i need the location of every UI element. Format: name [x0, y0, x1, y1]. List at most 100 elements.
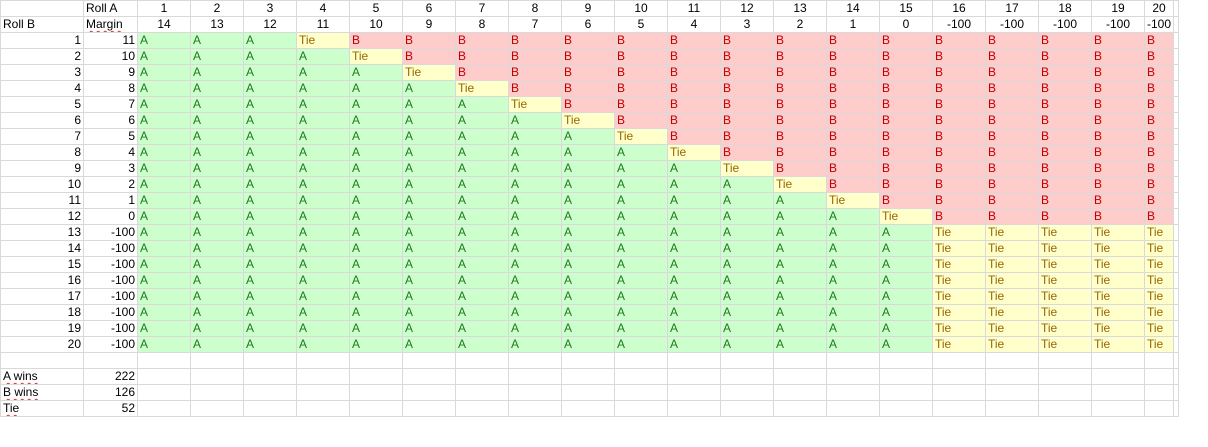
roll-b-value[interactable]: 10: [0, 176, 84, 193]
margin-a-header[interactable]: 8: [455, 16, 509, 33]
result-cell[interactable]: A: [826, 320, 880, 337]
roll-a-header[interactable]: 8: [508, 0, 562, 17]
empty-cell[interactable]: [402, 368, 456, 385]
result-cell[interactable]: B: [561, 64, 615, 81]
result-cell[interactable]: A: [243, 288, 297, 305]
result-cell[interactable]: B: [826, 32, 880, 49]
result-cell[interactable]: B: [1038, 80, 1092, 97]
result-cell[interactable]: Tie: [1038, 320, 1092, 337]
result-cell[interactable]: Tie: [667, 144, 721, 161]
result-cell[interactable]: A: [190, 304, 244, 321]
result-cell[interactable]: A: [349, 336, 403, 353]
result-cell[interactable]: A: [614, 192, 668, 209]
result-cell[interactable]: A: [190, 64, 244, 81]
result-cell[interactable]: B: [932, 32, 986, 49]
result-cell[interactable]: B: [667, 80, 721, 97]
result-cell[interactable]: B: [879, 144, 933, 161]
result-cell[interactable]: A: [455, 272, 509, 289]
result-cell[interactable]: B: [773, 96, 827, 113]
result-cell[interactable]: B: [667, 32, 721, 49]
empty-cell[interactable]: [720, 400, 774, 417]
empty-cell[interactable]: [402, 384, 456, 401]
result-cell[interactable]: A: [349, 192, 403, 209]
result-cell[interactable]: A: [614, 320, 668, 337]
result-cell[interactable]: A: [190, 320, 244, 337]
result-cell[interactable]: Tie: [455, 80, 509, 97]
result-cell[interactable]: A: [137, 96, 191, 113]
result-cell[interactable]: A: [296, 288, 350, 305]
result-cell[interactable]: A: [720, 288, 774, 305]
empty-cell[interactable]: [1173, 128, 1180, 145]
roll-b-value[interactable]: 16: [0, 272, 84, 289]
result-cell[interactable]: A: [190, 208, 244, 225]
empty-cell[interactable]: [667, 368, 721, 385]
roll-a-header[interactable]: 1: [137, 0, 191, 17]
result-cell[interactable]: B: [667, 96, 721, 113]
result-cell[interactable]: A: [137, 288, 191, 305]
empty-cell[interactable]: [1091, 368, 1145, 385]
roll-a-header[interactable]: 13: [773, 0, 827, 17]
empty-cell[interactable]: [1173, 368, 1180, 385]
result-cell[interactable]: B: [1143, 176, 1175, 193]
result-cell[interactable]: A: [826, 224, 880, 241]
result-cell[interactable]: B: [879, 192, 933, 209]
result-cell[interactable]: B: [1038, 128, 1092, 145]
result-cell[interactable]: B: [1143, 96, 1175, 113]
roll-a-header[interactable]: 5: [349, 0, 403, 17]
empty-cell[interactable]: [1173, 208, 1180, 225]
result-cell[interactable]: Tie: [1143, 272, 1175, 289]
result-cell[interactable]: A: [402, 160, 456, 177]
empty-cell[interactable]: [455, 368, 509, 385]
result-cell[interactable]: B: [932, 144, 986, 161]
empty-cell[interactable]: [1173, 176, 1180, 193]
result-cell[interactable]: A: [296, 144, 350, 161]
result-cell[interactable]: A: [508, 144, 562, 161]
result-cell[interactable]: A: [296, 240, 350, 257]
result-cell[interactable]: A: [402, 112, 456, 129]
empty-cell[interactable]: [1173, 16, 1180, 33]
result-cell[interactable]: A: [137, 80, 191, 97]
roll-b-label[interactable]: Roll B: [0, 16, 84, 33]
result-cell[interactable]: A: [296, 224, 350, 241]
result-cell[interactable]: Tie: [826, 192, 880, 209]
result-cell[interactable]: A: [243, 96, 297, 113]
result-cell[interactable]: A: [826, 288, 880, 305]
result-cell[interactable]: B: [879, 96, 933, 113]
result-cell[interactable]: Tie: [1143, 224, 1175, 241]
result-cell[interactable]: B: [879, 80, 933, 97]
result-cell[interactable]: A: [561, 272, 615, 289]
result-cell[interactable]: A: [137, 240, 191, 257]
empty-cell[interactable]: [1173, 64, 1180, 81]
result-cell[interactable]: A: [190, 48, 244, 65]
result-cell[interactable]: Tie: [1091, 240, 1145, 257]
empty-cell[interactable]: [667, 352, 721, 369]
empty-cell[interactable]: [1143, 400, 1175, 417]
result-cell[interactable]: Tie: [879, 208, 933, 225]
result-cell[interactable]: A: [137, 32, 191, 49]
empty-cell[interactable]: [1173, 304, 1180, 321]
result-cell[interactable]: B: [879, 64, 933, 81]
result-cell[interactable]: B: [932, 192, 986, 209]
result-cell[interactable]: B: [455, 32, 509, 49]
result-cell[interactable]: B: [561, 32, 615, 49]
result-cell[interactable]: A: [137, 48, 191, 65]
result-cell[interactable]: B: [614, 96, 668, 113]
result-cell[interactable]: B: [1143, 128, 1175, 145]
empty-cell[interactable]: [1173, 256, 1180, 273]
result-cell[interactable]: A: [137, 192, 191, 209]
empty-cell[interactable]: [614, 352, 668, 369]
result-cell[interactable]: A: [349, 240, 403, 257]
result-cell[interactable]: B: [614, 112, 668, 129]
result-cell[interactable]: B: [1091, 208, 1145, 225]
result-cell[interactable]: A: [402, 192, 456, 209]
margin-a-header[interactable]: -100: [1143, 16, 1175, 33]
result-cell[interactable]: B: [826, 48, 880, 65]
result-cell[interactable]: A: [561, 240, 615, 257]
result-cell[interactable]: A: [773, 208, 827, 225]
empty-cell[interactable]: [190, 368, 244, 385]
margin-b-value[interactable]: 11: [83, 32, 138, 49]
margin-a-header[interactable]: 14: [137, 16, 191, 33]
empty-cell[interactable]: [1143, 352, 1175, 369]
empty-cell[interactable]: [614, 384, 668, 401]
margin-b-value[interactable]: 4: [83, 144, 138, 161]
